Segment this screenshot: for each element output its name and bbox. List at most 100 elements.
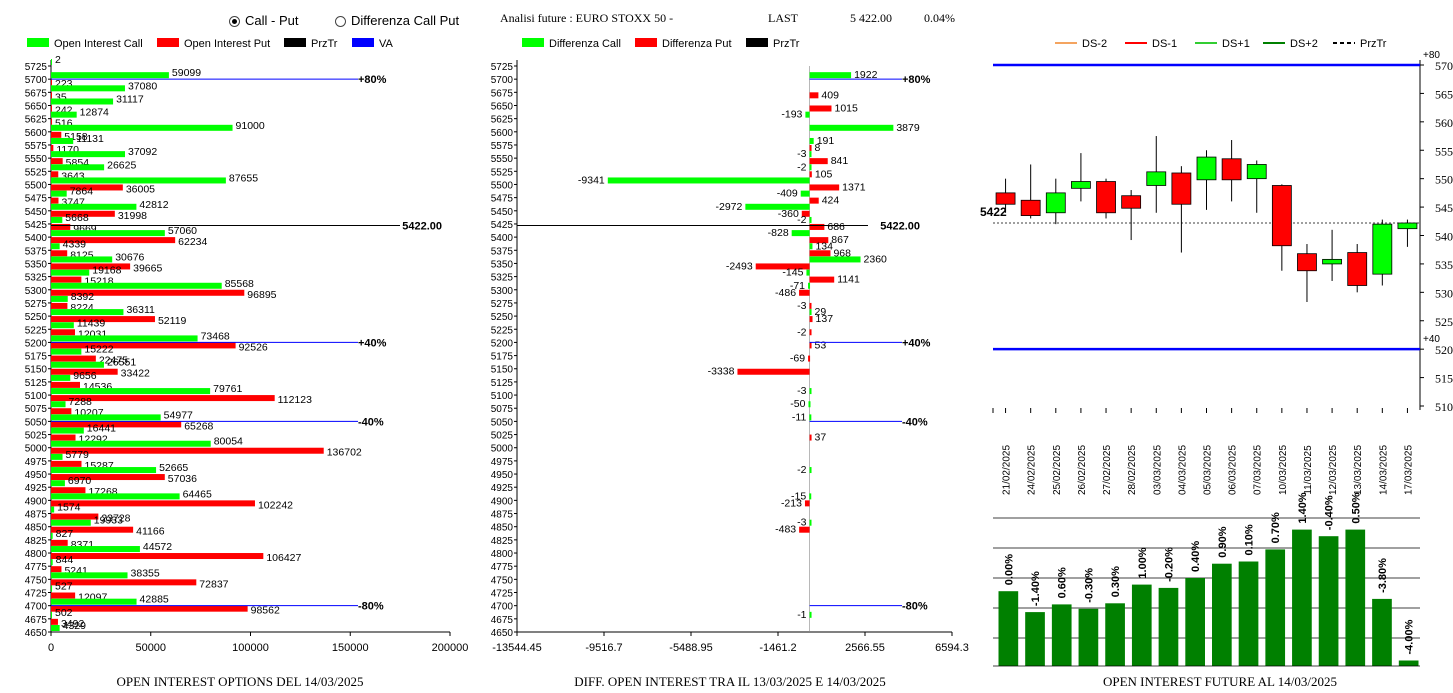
radio-call-put-indicator[interactable] [229, 16, 240, 27]
options-call-value: 527 [55, 581, 73, 593]
options-put-bar [51, 342, 236, 349]
options-put-bar [51, 118, 53, 125]
diff-put-bar [809, 223, 825, 230]
candle-body [995, 192, 1016, 205]
diff-put-value: 53 [815, 339, 827, 351]
diff-call-value: -193 [781, 109, 802, 121]
options-call-bar [51, 203, 137, 210]
options-put-bar [51, 460, 82, 467]
options-strike-label: 5600 [25, 128, 48, 139]
options-call-bar [51, 532, 53, 539]
diff-put-value: 1015 [834, 102, 858, 114]
radio-difference-indicator[interactable] [335, 16, 346, 27]
options-put-value: 39665 [133, 262, 162, 274]
options-put-value: 72837 [199, 578, 228, 590]
options-put-bar [51, 250, 68, 257]
options-call-value: 30676 [115, 251, 144, 263]
options-call-bar [51, 243, 60, 250]
options-legend-swatch [284, 38, 306, 47]
options-call-bar [51, 453, 63, 460]
diff-put-bar [809, 316, 813, 323]
options-call-value: 64465 [183, 488, 212, 500]
options-call-bar [51, 98, 114, 105]
diff-put-value: -3338 [708, 366, 735, 378]
diff-strike-label: 4775 [491, 562, 514, 573]
options-put-bar [51, 487, 86, 494]
options-strike-label: 5675 [25, 88, 48, 99]
diff-call-value: -3 [797, 517, 806, 529]
options-call-value: 844 [56, 554, 74, 566]
diff-va-label: +40% [902, 337, 931, 349]
diff-put-value: 409 [821, 89, 839, 101]
options-call-bar [51, 295, 68, 302]
diff-strike-label: 5075 [491, 404, 514, 415]
options-put-bar [51, 263, 131, 270]
options-strike-label: 5050 [25, 417, 48, 428]
options-strike-label: 5025 [25, 431, 48, 442]
diff-put-bar [755, 263, 810, 270]
diff-strike-label: 4800 [491, 549, 514, 560]
diff-strike-label: 5275 [491, 299, 514, 310]
options-put-bar [51, 618, 58, 625]
options-strike-label: 5275 [25, 299, 48, 310]
diff-legend-label: Differenza Call [549, 38, 621, 50]
diff-strike-label: 5625 [491, 115, 514, 126]
future-bar [1105, 603, 1125, 666]
options-call-bar [51, 190, 67, 197]
options-strike-label: 5375 [25, 246, 48, 257]
radio-difference[interactable]: Differenza Call Put [335, 13, 459, 28]
options-put-bar [51, 434, 76, 441]
diff-strike-label: 5475 [491, 194, 514, 205]
diff-call-value: 134 [815, 240, 833, 252]
diff-call-value: 29 [815, 306, 827, 318]
diff-va-label: -80% [902, 601, 928, 613]
diff-x-tick-label: -13544.45 [492, 642, 542, 654]
options-call-bar [51, 256, 113, 263]
options-call-value: 31117 [116, 93, 144, 105]
options-call-bar [51, 546, 140, 553]
future-bar-label: 1.00% [1137, 547, 1149, 578]
future-bar-label: -0.40% [1324, 495, 1336, 530]
options-call-value: 19933 [94, 515, 123, 527]
candle-body [1221, 158, 1242, 181]
options-call-value: 12874 [80, 107, 109, 119]
diff-call-value: -2 [797, 161, 806, 173]
options-call-value: 11439 [77, 317, 106, 329]
future-bar-label: 0.10% [1244, 524, 1256, 555]
options-call-value: 85568 [225, 278, 254, 290]
options-put-bar [51, 144, 54, 151]
options-legend-swatch [157, 38, 179, 47]
options-strike-label: 5150 [25, 365, 48, 376]
candle-prztr-label: 5422 [980, 205, 1007, 219]
options-put-bar [51, 289, 245, 296]
diff-strike-label: 5200 [491, 338, 514, 349]
options-strike-label: 5425 [25, 220, 48, 231]
options-call-value: 7288 [69, 396, 93, 408]
radio-call-put[interactable]: Call - Put [229, 13, 298, 28]
options-call-value: 5668 [65, 212, 89, 224]
options-strike-label: 4750 [25, 575, 48, 586]
future-bar-label: -3.80% [1377, 558, 1389, 593]
diff-strike-label: 5350 [491, 259, 514, 270]
options-call-value: 827 [56, 528, 74, 540]
diff-strike-label: 4850 [491, 523, 514, 534]
diff-put-value: 137 [816, 313, 834, 325]
candle-y-tick-label: 5700 [1435, 59, 1453, 73]
candle-body [1347, 252, 1368, 286]
diff-call-bar [809, 72, 852, 79]
diff-call-bar [809, 519, 812, 526]
options-call-value: 502 [55, 607, 73, 619]
options-put-value: 92526 [239, 341, 268, 353]
candle-date-label: 28/02/2025 [1127, 445, 1138, 495]
options-legend-label: PrzTr [311, 38, 338, 50]
diff-va-label: -40% [902, 416, 928, 428]
options-put-bar [51, 131, 62, 138]
options-put-bar [51, 553, 264, 560]
diff-strike-label: 5450 [491, 207, 514, 218]
future-bar [1212, 563, 1232, 666]
diff-call-value: -3 [797, 148, 806, 160]
candle-date-label: 03/03/2025 [1152, 445, 1163, 495]
diff-call-value: -71 [790, 280, 805, 292]
options-strike-label: 5400 [25, 233, 48, 244]
diff-call-value: -50 [790, 398, 805, 410]
